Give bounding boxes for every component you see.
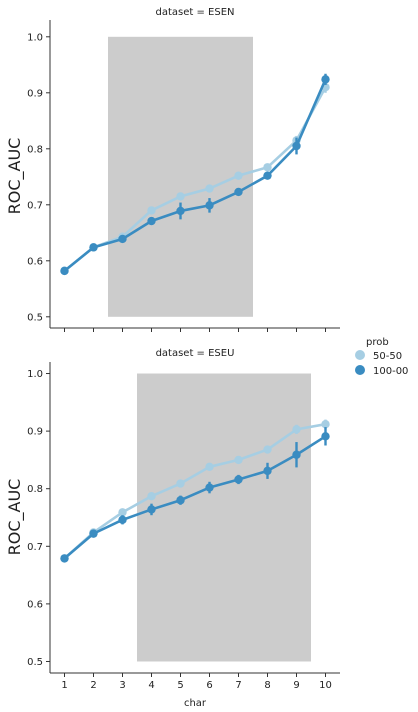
x-tick-label: 8 — [264, 680, 270, 691]
x-tick-label: 9 — [293, 680, 299, 691]
x-tick-label: 10 — [319, 680, 332, 691]
data-point — [118, 515, 127, 525]
legend-title: prob — [366, 337, 389, 348]
y-tick-label: 0.5 — [27, 312, 43, 323]
data-point — [60, 554, 69, 563]
x-tick-label: 1 — [61, 680, 67, 691]
data-point — [205, 462, 214, 472]
x-tick-label: 5 — [177, 680, 183, 691]
data-point — [60, 266, 69, 276]
data-point — [263, 466, 272, 476]
x-axis-label: char — [184, 698, 207, 709]
y-tick-label: 1.0 — [27, 32, 43, 43]
data-point — [234, 475, 243, 484]
x-tick-label: 3 — [119, 680, 125, 691]
data-point — [321, 75, 330, 84]
data-point — [89, 243, 98, 252]
x-tick-label: 6 — [206, 680, 212, 691]
x-tick-label: 2 — [90, 680, 96, 691]
data-point — [292, 450, 301, 459]
y-tick-label: 0.9 — [27, 88, 43, 99]
data-point — [234, 455, 243, 465]
y-tick-label: 0.7 — [27, 542, 43, 553]
x-tick-label: 4 — [148, 680, 154, 691]
plot-area: 0.5 0.6 0.7 0.8 0.9 1.0 — [27, 20, 340, 332]
panel-title: dataset = ESEU — [156, 348, 235, 359]
y-axis-label: ROC_AUC — [5, 138, 25, 215]
data-point — [263, 171, 272, 180]
shaded-region — [108, 36, 253, 317]
data-point — [292, 425, 301, 434]
y-tick-label: 1.0 — [27, 369, 43, 380]
panel-esen: dataset = ESEN ROC_AUC 0.5 0.6 0.7 0.8 0.9 1.… — [5, 7, 340, 332]
panel-eseu: dataset = ESEU ROC_AUC 0.5 0.6 0.7 0.8 0.9 1.… — [5, 348, 340, 709]
data-point — [292, 141, 301, 151]
y-tick-label: 0.5 — [27, 657, 43, 668]
x-tick-label: 7 — [235, 680, 241, 691]
data-point — [147, 216, 156, 226]
y-tick-label: 0.9 — [27, 427, 43, 438]
data-point — [176, 192, 185, 201]
data-point — [118, 508, 127, 517]
data-point — [147, 206, 156, 215]
data-point — [321, 432, 330, 441]
data-point — [321, 420, 330, 429]
legend-marker-50-50 — [355, 350, 365, 360]
series-line — [63, 78, 327, 272]
data-point — [234, 171, 243, 180]
data-point — [147, 505, 156, 514]
plot-area: 0.5 0.6 0.7 0.8 0.9 1.0 1 2 3 4 5 6 7 8 9 10 — [27, 362, 340, 691]
data-point — [205, 184, 214, 193]
legend-label-100-00: 100-00 — [373, 366, 408, 377]
y-axis-label: ROC_AUC — [5, 479, 25, 556]
y-tick-label: 0.8 — [27, 484, 43, 495]
legend-marker-100-00 — [355, 365, 365, 375]
data-point — [234, 187, 243, 197]
series-100-00 — [60, 427, 330, 563]
data-point — [176, 206, 185, 216]
y-tick-label: 0.6 — [27, 599, 43, 610]
y-tick-label: 0.6 — [27, 256, 43, 267]
series-line — [63, 422, 326, 560]
y-tick-label: 0.7 — [27, 200, 43, 211]
legend: prob 50-50 100-00 — [355, 337, 408, 377]
series-line — [63, 435, 327, 560]
data-point — [176, 496, 185, 505]
y-tick-label: 0.8 — [27, 144, 43, 155]
data-point — [205, 201, 214, 210]
data-point — [89, 529, 98, 538]
legend-label-50-50: 50-50 — [373, 351, 402, 362]
shaded-region — [137, 373, 311, 662]
data-point — [176, 479, 185, 488]
data-point — [147, 491, 156, 501]
data-point — [118, 234, 127, 244]
data-point — [263, 163, 272, 172]
data-point — [205, 483, 214, 492]
panel-title: dataset = ESEN — [155, 7, 234, 18]
data-point — [263, 445, 272, 454]
series-100-00 — [60, 73, 330, 276]
